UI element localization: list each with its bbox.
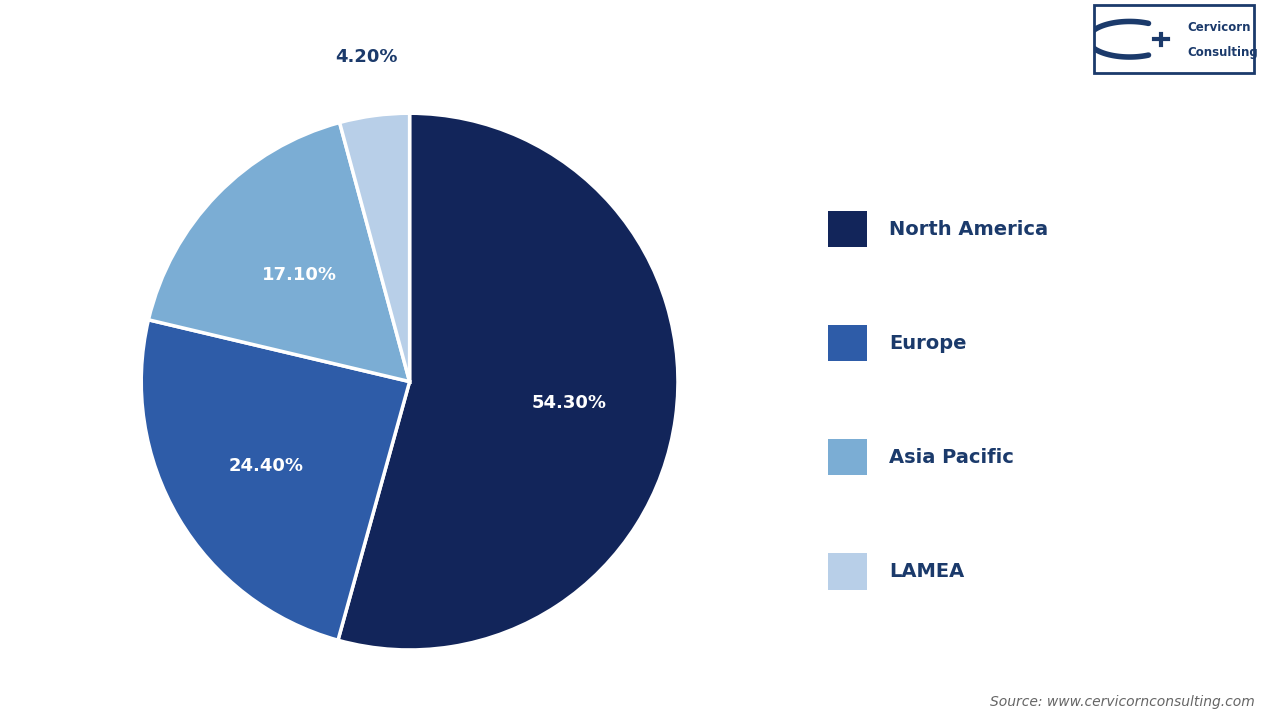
Text: 4.20%: 4.20% xyxy=(335,48,398,66)
Bar xyxy=(828,553,868,590)
Wedge shape xyxy=(141,320,410,640)
Text: 17.10%: 17.10% xyxy=(262,266,337,284)
Bar xyxy=(828,325,868,361)
Text: Healthcare Revenue Cycle Management Market Share, By Region, 2024 (%): Healthcare Revenue Cycle Management Mark… xyxy=(19,26,1024,50)
Text: Consulting: Consulting xyxy=(1188,46,1258,60)
Text: 54.30%: 54.30% xyxy=(531,395,607,413)
Text: 24.40%: 24.40% xyxy=(229,457,303,475)
Wedge shape xyxy=(339,113,410,382)
Text: Asia Pacific: Asia Pacific xyxy=(890,448,1014,467)
Bar xyxy=(828,211,868,248)
Wedge shape xyxy=(148,122,410,382)
FancyBboxPatch shape xyxy=(1094,5,1254,73)
Wedge shape xyxy=(338,113,678,650)
Text: Cervicorn: Cervicorn xyxy=(1188,21,1251,34)
Text: LAMEA: LAMEA xyxy=(890,562,964,581)
Text: Source: www.cervicornconsulting.com: Source: www.cervicornconsulting.com xyxy=(989,696,1254,709)
Text: Europe: Europe xyxy=(890,334,966,353)
Text: North America: North America xyxy=(890,220,1048,239)
Bar xyxy=(828,439,868,475)
